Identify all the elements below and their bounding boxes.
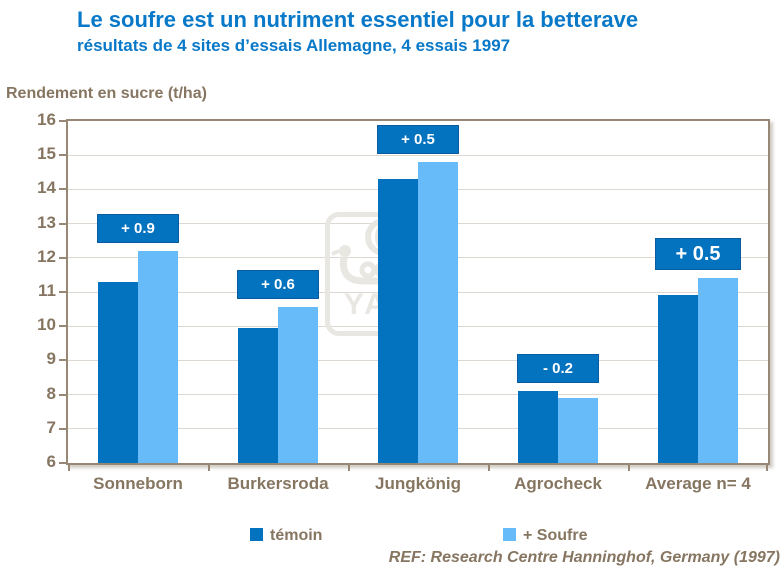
y-tick [59, 222, 66, 225]
y-tick-label: 14 [37, 178, 56, 198]
diff-label-box: - 0.2 [517, 354, 599, 384]
bar-soufre [698, 278, 738, 463]
category-label: Average n= 4 [645, 474, 751, 493]
y-tick-label: 10 [37, 315, 56, 335]
y-tick [59, 188, 66, 191]
legend-item: + Soufre [503, 527, 587, 545]
y-tick-label: 9 [46, 349, 56, 369]
page-subtitle: résultats de 4 sites d’essais Allemagne,… [77, 36, 511, 55]
gridline [68, 154, 768, 156]
bar-soufre [418, 162, 458, 463]
y-tick [59, 154, 66, 157]
diff-label-box: + 0.5 [655, 238, 741, 271]
y-tick [59, 325, 66, 328]
y-tick [59, 120, 66, 122]
diff-label-box: + 0.9 [97, 213, 179, 243]
legend-label: + Soufre [523, 527, 588, 544]
y-tick-label: 15 [37, 144, 56, 164]
reference-text: REF: Research Centre Hanninghof, Germany… [388, 549, 780, 566]
page-title: Le soufre est un nutriment essentiel pou… [77, 7, 639, 32]
x-tick [488, 465, 490, 471]
category-label: Agrocheck [514, 474, 602, 493]
x-tick [68, 465, 70, 471]
category-label: Jungkönig [375, 474, 461, 493]
bar-temoin [658, 295, 698, 463]
legend-label: témoin [270, 527, 323, 544]
y-tick [59, 393, 66, 396]
legend-swatch [250, 528, 263, 541]
bar-soufre [558, 398, 598, 463]
bar-temoin [378, 179, 418, 463]
y-axis-title: Rendement en sucre (t/ha) [6, 85, 207, 102]
y-tick-label: 8 [46, 383, 56, 403]
bar-temoin [238, 327, 278, 463]
y-tick [59, 359, 66, 362]
y-tick-label: 11 [38, 281, 56, 300]
bar-temoin [98, 281, 138, 463]
x-tick [348, 465, 350, 471]
y-tick [59, 427, 66, 430]
diff-label-box: + 0.6 [237, 270, 319, 300]
x-tick [208, 465, 210, 471]
plot-area: YARA + 0.9+ 0.6+ 0.5- 0.2+ 0.5 [66, 119, 770, 465]
diff-label-box: + 0.5 [377, 125, 459, 155]
y-tick-label: 12 [37, 246, 56, 266]
y-tick-label: 13 [37, 212, 56, 232]
legend-swatch [503, 528, 516, 541]
y-tick-label: 6 [46, 452, 56, 471]
legend-item: témoin [250, 527, 322, 545]
bar-soufre [278, 307, 318, 463]
category-label: Sonneborn [93, 474, 183, 493]
bar-temoin [518, 391, 558, 463]
category-label: Burkersroda [227, 474, 329, 493]
y-tick [59, 462, 66, 464]
x-tick [628, 465, 630, 471]
x-tick [766, 465, 768, 471]
y-tick-label: 16 [37, 110, 56, 129]
y-tick-label: 7 [46, 417, 56, 437]
y-tick [59, 291, 66, 293]
bar-soufre [138, 250, 178, 463]
y-tick [59, 256, 66, 259]
